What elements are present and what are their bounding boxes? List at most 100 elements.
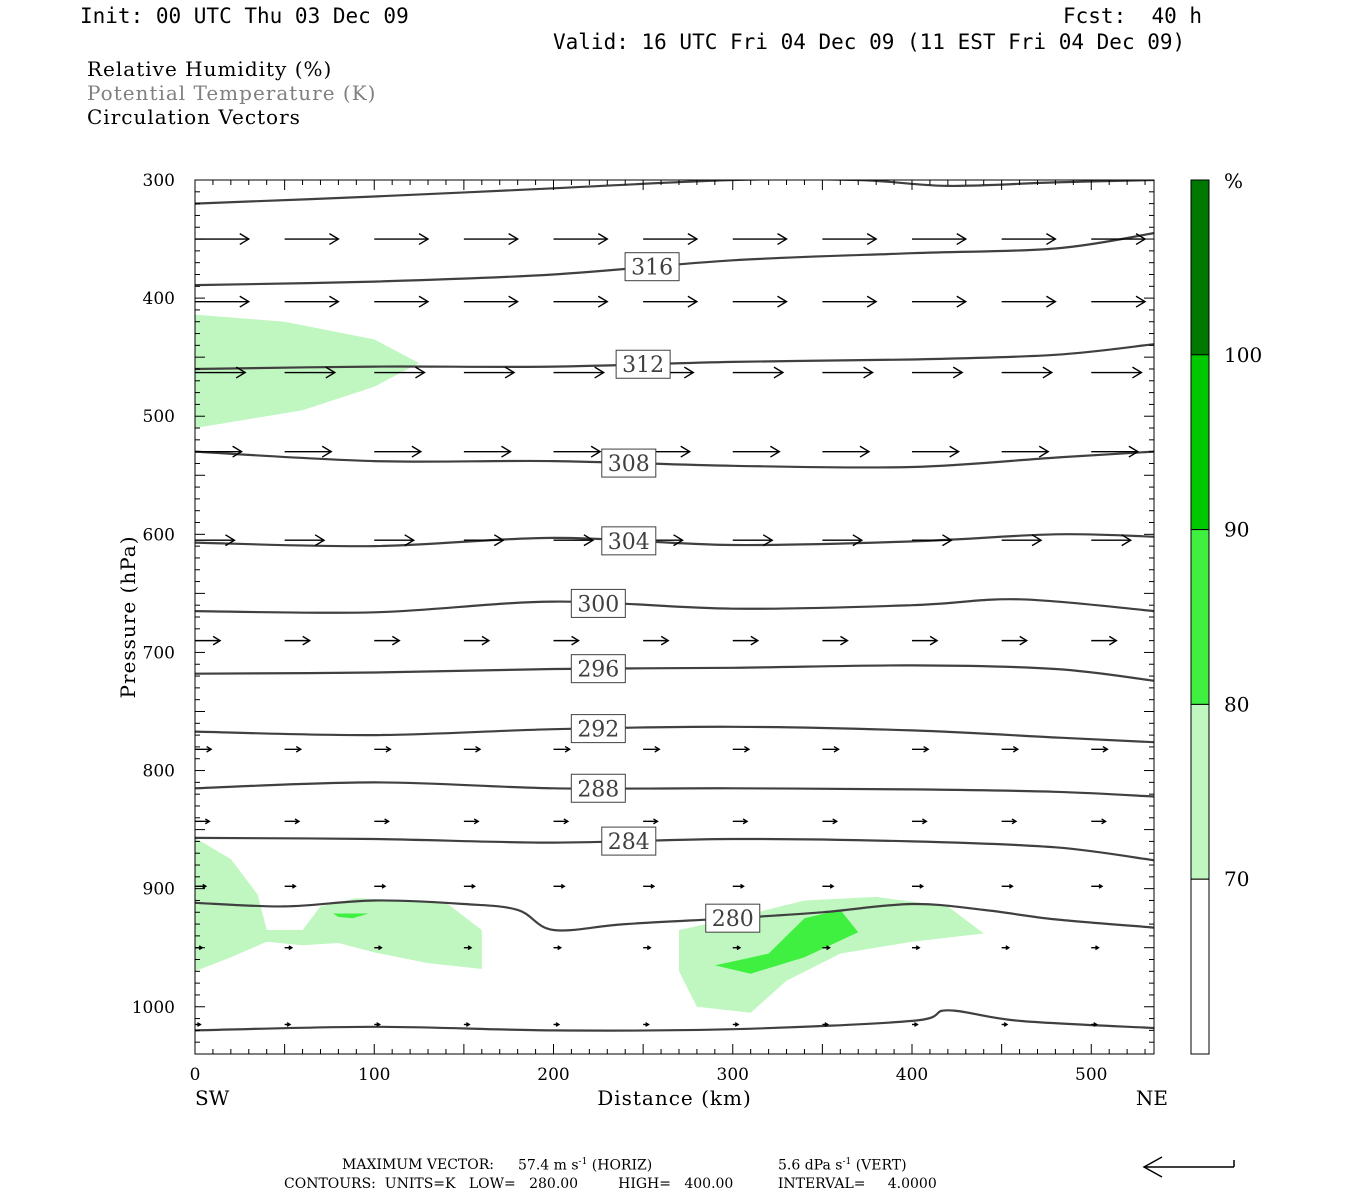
max-vector-vert: 5.6 dPa s-1 (VERT) (778, 1157, 907, 1174)
wind-vector (643, 883, 656, 889)
wind-vector (643, 1022, 650, 1027)
wind-vector (912, 745, 930, 753)
wind-vector (822, 534, 864, 547)
wind-vector (1091, 445, 1140, 458)
wind-vector (553, 1022, 561, 1027)
wind-vector (1091, 945, 1100, 951)
wind-vector (1001, 745, 1020, 753)
contour-label-300: 300 (570, 588, 626, 618)
wind-vector (912, 366, 964, 379)
y-axis-title: Pressure (hPa) (116, 536, 140, 699)
svg-text:316: 316 (631, 256, 673, 281)
svg-text:296: 296 (577, 658, 619, 683)
wind-vector (284, 534, 326, 547)
wind-vector (732, 1022, 740, 1027)
wind-vector (1001, 534, 1043, 547)
wind-vector (374, 1022, 381, 1027)
wind-vector (284, 445, 333, 458)
colorbar-level-label: 70 (1224, 867, 1249, 891)
colorbar-segment (1190, 703, 1210, 880)
contour-label-296: 296 (570, 654, 626, 684)
wind-vector (732, 445, 781, 458)
theta-contour-320 (195, 180, 1154, 205)
axis-labels: 0 100 200 300 400 500 300 400 500 600 700 800 900 100… (116, 171, 1168, 1110)
theta-contour-304 (195, 533, 1154, 548)
wind-vector (374, 295, 430, 308)
colorbar-segment (1190, 179, 1210, 356)
rh-region-70 (195, 314, 420, 428)
contour-label-288: 288 (570, 773, 626, 803)
svg-text:284: 284 (608, 830, 650, 855)
wind-vector (553, 233, 609, 246)
wind-vector (732, 745, 751, 753)
contour-info: CONTOURS: UNITS=K LOW= 280.00 HIGH= 400.… (284, 1176, 937, 1192)
wind-vector (732, 366, 785, 379)
y-tick-label: 700 (143, 643, 175, 663)
x-tick-label: 400 (896, 1065, 928, 1085)
wind-vector (643, 945, 652, 951)
wind-vector (732, 233, 788, 246)
wind-vector (912, 233, 968, 246)
wind-vector (374, 233, 430, 246)
wind-vector (912, 883, 925, 889)
colorbar: 70 80 90 100% (1190, 169, 1262, 1055)
wind-vector (912, 295, 968, 308)
y-tick-label: 400 (143, 289, 175, 309)
wind-vector (284, 945, 294, 951)
legend-vectors: Circulation Vectors (87, 105, 301, 129)
y-tick-label: 500 (143, 407, 175, 427)
colorbar-unit: % (1224, 169, 1243, 193)
wind-vector (1091, 295, 1147, 308)
y-tick-label: 1000 (132, 998, 175, 1018)
wind-vector (195, 745, 213, 753)
wind-vector (463, 233, 520, 246)
contour-label-308: 308 (601, 448, 657, 478)
contour-label-316: 316 (624, 252, 680, 282)
wind-vector (732, 295, 788, 308)
wind-vector (1001, 366, 1054, 379)
wind-vector (553, 635, 580, 646)
wind-vector (1091, 818, 1107, 825)
wind-vector (822, 1022, 830, 1027)
contour-label-312: 312 (615, 349, 671, 379)
wind-vector (912, 945, 921, 951)
wind-vector (463, 745, 482, 753)
wind-vector (374, 366, 426, 379)
wind-vector (732, 818, 749, 825)
wind-vector (822, 366, 874, 379)
theta-contour-312 (195, 343, 1154, 371)
valid-time: Valid: 16 UTC Fri 04 Dec 09 (11 EST Fri … (553, 30, 1186, 54)
svg-text:304: 304 (608, 530, 650, 555)
wind-vector (1001, 445, 1050, 458)
wind-vector (1091, 366, 1143, 379)
forecast-hour: Fcst: 40 h (1063, 4, 1203, 28)
vector-layer (195, 233, 1147, 1027)
wind-vector (195, 445, 243, 458)
wind-vector (374, 635, 401, 646)
x-axis-title: Distance (km) (597, 1086, 752, 1110)
wind-vector (643, 818, 659, 825)
wind-vector (1001, 295, 1057, 308)
wind-vector (463, 534, 505, 547)
wind-vector (463, 366, 516, 379)
wind-vector (912, 635, 939, 646)
wind-vector (1001, 1022, 1009, 1027)
wind-vector (822, 883, 835, 889)
colorbar-segment (1190, 354, 1210, 531)
wind-vector (822, 295, 878, 308)
wind-vector (195, 883, 208, 889)
svg-text:312: 312 (622, 353, 664, 378)
theta-contour-288 (195, 781, 1154, 798)
wind-vector (284, 295, 340, 308)
wind-vector (463, 445, 512, 458)
near-surface-contour (195, 1009, 1154, 1032)
wind-vector (643, 745, 661, 753)
wind-vector (195, 366, 247, 379)
wind-vector (463, 945, 473, 951)
wind-vector (374, 534, 416, 547)
wind-vector (732, 534, 774, 547)
contour-label-280: 280 (705, 903, 761, 933)
contour-label-304: 304 (601, 526, 657, 556)
wind-vector (284, 883, 297, 889)
